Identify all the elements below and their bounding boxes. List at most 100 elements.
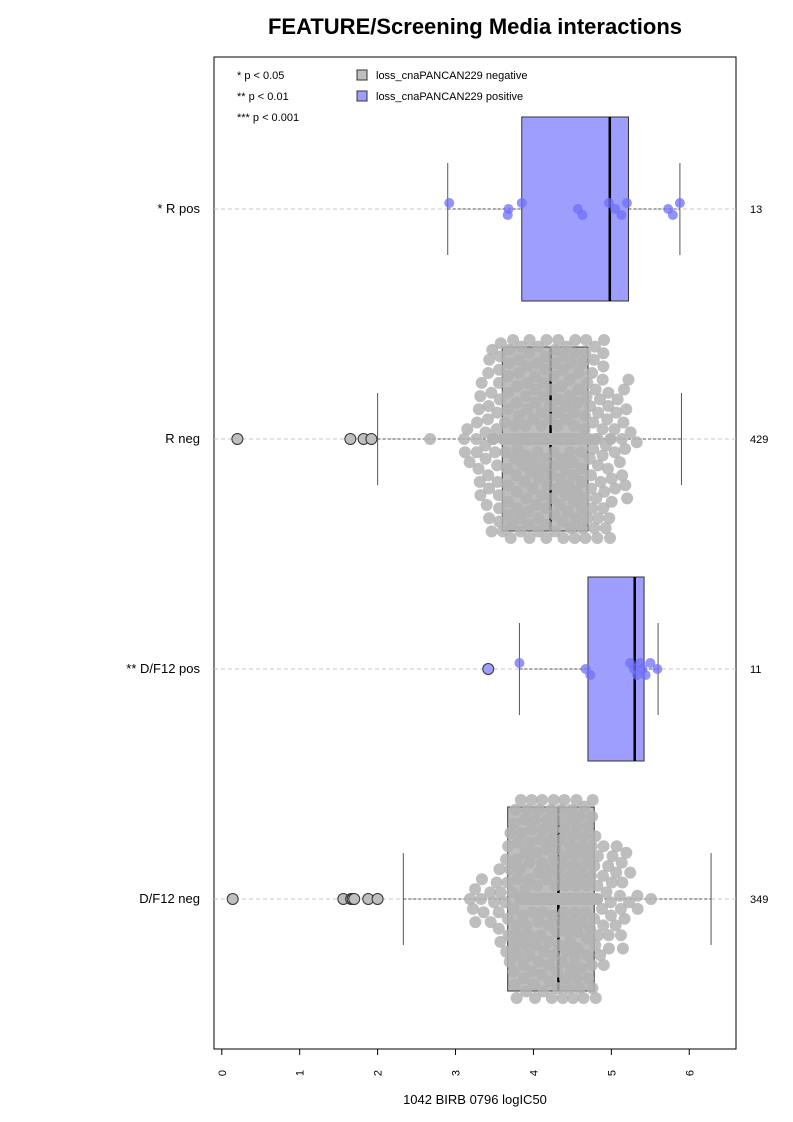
data-point xyxy=(600,886,613,899)
data-point xyxy=(599,522,612,535)
data-point xyxy=(516,909,529,922)
data-point xyxy=(532,955,545,968)
data-point xyxy=(523,347,536,360)
x-tick-label: 6 xyxy=(684,1070,696,1076)
data-point xyxy=(605,495,618,508)
group-label: R neg xyxy=(165,431,200,446)
data-point xyxy=(493,502,506,515)
data-point xyxy=(547,949,560,962)
data-point xyxy=(492,906,505,919)
data-point xyxy=(580,334,593,346)
outlier-point xyxy=(344,433,357,445)
data-point xyxy=(488,896,501,909)
data-point xyxy=(562,479,575,492)
data-point xyxy=(520,919,533,932)
data-point xyxy=(509,419,522,432)
data-point xyxy=(573,982,586,995)
data-point xyxy=(577,860,590,872)
data-point xyxy=(511,442,524,455)
data-point xyxy=(586,959,599,971)
data-point xyxy=(509,469,522,482)
data-point xyxy=(619,442,632,455)
data-point xyxy=(547,853,560,866)
data-point xyxy=(512,409,525,422)
data-point xyxy=(556,515,569,528)
data-point xyxy=(551,419,564,432)
data-point xyxy=(621,198,632,208)
data-point xyxy=(536,462,549,475)
data-point xyxy=(570,820,583,833)
data-point xyxy=(584,922,597,935)
data-point xyxy=(492,376,505,389)
data-point xyxy=(514,863,527,876)
data-point xyxy=(623,896,636,909)
data-point xyxy=(674,198,685,208)
data-point xyxy=(510,485,523,498)
data-point xyxy=(667,210,678,220)
data-point xyxy=(537,945,550,958)
data-point xyxy=(502,840,515,853)
data-point xyxy=(570,512,583,525)
data-point xyxy=(592,406,605,419)
data-point xyxy=(574,840,587,853)
data-point xyxy=(558,794,571,806)
data-point xyxy=(472,462,485,475)
outlier-point xyxy=(365,433,378,445)
data-point xyxy=(579,409,592,422)
data-point xyxy=(575,462,588,475)
data-point xyxy=(503,343,516,356)
data-point xyxy=(616,210,627,220)
data-point xyxy=(444,198,455,208)
data-point xyxy=(588,912,601,925)
data-point xyxy=(586,982,599,995)
data-point xyxy=(603,512,616,525)
legend-label: loss_cnaPANCAN229 negative xyxy=(376,70,527,82)
data-point xyxy=(535,419,548,432)
data-point xyxy=(551,965,564,978)
data-point xyxy=(610,406,623,419)
data-point xyxy=(624,426,637,439)
data-point xyxy=(508,939,521,952)
data-point xyxy=(550,926,563,938)
data-point xyxy=(518,475,531,488)
data-point xyxy=(575,962,588,975)
data-point xyxy=(579,906,592,919)
data-point xyxy=(586,794,599,806)
data-point xyxy=(519,883,532,896)
data-point xyxy=(502,508,515,521)
data-point xyxy=(602,942,615,955)
data-point xyxy=(542,935,555,948)
data-point xyxy=(500,853,513,866)
data-point xyxy=(579,492,592,505)
data-point xyxy=(611,393,624,406)
data-point xyxy=(537,376,550,389)
data-point xyxy=(616,469,629,482)
data-point xyxy=(518,813,531,826)
data-point xyxy=(597,840,610,853)
data-point xyxy=(537,390,550,403)
data-point xyxy=(564,935,577,948)
data-point xyxy=(517,972,530,985)
data-point xyxy=(564,840,577,853)
data-point xyxy=(557,906,570,919)
data-point xyxy=(544,833,557,846)
data-point xyxy=(584,400,597,412)
data-point xyxy=(548,459,561,472)
data-point xyxy=(598,334,611,346)
data-point xyxy=(541,813,554,826)
data-point xyxy=(470,433,483,445)
data-point xyxy=(502,370,515,383)
data-point xyxy=(545,383,558,396)
data-point xyxy=(610,840,623,853)
data-point xyxy=(610,866,623,879)
data-point xyxy=(571,396,584,409)
data-point xyxy=(567,469,580,482)
data-point xyxy=(529,383,542,396)
data-point xyxy=(532,803,545,816)
data-point xyxy=(571,926,584,938)
data-point xyxy=(640,670,651,680)
data-point xyxy=(424,433,437,445)
data-point xyxy=(559,972,572,985)
data-point xyxy=(585,670,596,680)
data-point xyxy=(458,433,471,445)
